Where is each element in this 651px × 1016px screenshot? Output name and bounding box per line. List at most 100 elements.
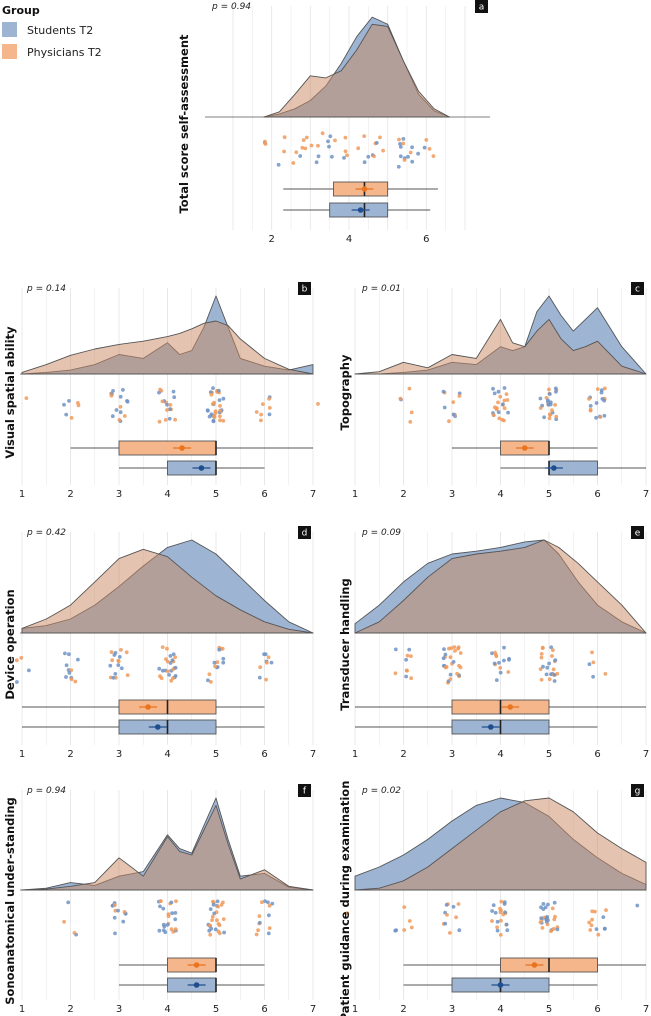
data-point-students	[221, 660, 226, 665]
data-point-physicians	[316, 402, 320, 406]
data-point-students	[507, 656, 511, 661]
data-point-physicians	[590, 650, 594, 655]
data-point-students	[113, 672, 118, 676]
data-point-physicians	[499, 918, 503, 923]
y-axis-label: Patient guidance during examination	[338, 781, 352, 1016]
mean-dot-students	[198, 465, 205, 471]
data-point-physicians	[424, 138, 429, 142]
data-point-physicians	[209, 680, 213, 684]
data-point-physicians	[498, 394, 503, 399]
x-tick-label: 7	[643, 749, 649, 760]
data-point-physicians	[552, 917, 557, 922]
data-point-physicians	[495, 925, 499, 930]
data-point-students	[269, 660, 274, 665]
data-point-students	[635, 903, 640, 908]
data-point-physicians	[303, 146, 308, 151]
data-point-students	[207, 928, 212, 933]
data-point-physicians	[397, 137, 401, 142]
data-point-physicians	[547, 387, 551, 392]
data-point-physicians	[540, 646, 545, 650]
mean-dot-physicians	[145, 704, 151, 710]
data-point-physicians	[458, 665, 463, 670]
data-point-students	[165, 402, 170, 407]
data-point-physicians	[452, 645, 457, 649]
data-point-students	[398, 154, 403, 159]
data-point-students	[539, 916, 544, 921]
data-point-physicians	[208, 923, 212, 928]
data-point-students	[505, 928, 510, 933]
data-point-physicians	[166, 912, 171, 917]
x-tick-label: 1	[19, 1004, 25, 1015]
data-point-physicians	[112, 903, 117, 908]
mean-dot-physicians	[361, 186, 368, 192]
data-point-physicians	[213, 664, 217, 669]
data-point-students	[160, 668, 165, 673]
data-point-students	[64, 412, 69, 417]
panel-b: 1 2 3 4 5 6 7 Visual spatial ability p = 0.14 b	[3, 282, 320, 500]
data-point-physicians	[320, 131, 325, 136]
x-tick-label: 3	[116, 749, 122, 760]
data-point-students	[116, 908, 120, 913]
data-point-physicians	[256, 928, 260, 933]
data-point-physicians	[409, 654, 413, 658]
data-point-students	[552, 900, 557, 905]
data-point-students	[492, 661, 497, 666]
data-point-students	[594, 927, 599, 931]
data-point-students	[451, 412, 456, 417]
data-point-physicians	[257, 914, 262, 918]
data-point-physicians	[458, 651, 463, 655]
data-point-physicians	[213, 411, 218, 416]
data-point-physicians	[309, 143, 314, 148]
data-point-students	[444, 903, 449, 907]
x-tick-label: 4	[497, 489, 503, 500]
data-point-students	[27, 668, 31, 673]
data-point-physicians	[160, 399, 165, 404]
x-tick-label: 7	[643, 1004, 649, 1015]
data-point-students	[441, 389, 446, 394]
data-point-physicians	[217, 931, 222, 936]
data-point-physicians	[122, 910, 127, 914]
x-tick-label: 3	[116, 489, 122, 500]
data-point-physicians	[345, 911, 349, 916]
x-tick-label: 3	[449, 489, 455, 500]
data-point-students	[168, 407, 172, 412]
data-point-students	[547, 392, 552, 396]
data-point-physicians	[456, 902, 461, 906]
data-point-students	[117, 655, 122, 659]
data-point-physicians	[69, 677, 74, 682]
p-value: p = 0.09	[361, 528, 401, 538]
data-point-physicians	[457, 394, 462, 398]
data-point-physicians	[291, 161, 296, 165]
data-point-physicians	[538, 920, 543, 925]
data-point-students	[67, 652, 71, 657]
data-point-physicians	[220, 646, 225, 651]
data-point-students	[67, 671, 72, 675]
data-point-students	[111, 675, 116, 680]
data-point-physicians	[158, 387, 163, 392]
data-point-students	[491, 903, 496, 908]
p-value: p = 0.94	[211, 2, 251, 12]
legend-swatch-physicians	[2, 44, 17, 59]
data-point-physicians	[216, 904, 220, 909]
data-point-students	[298, 154, 303, 158]
data-point-physicians	[62, 919, 66, 924]
x-tick-label: 7	[310, 749, 316, 760]
data-point-physicians	[550, 654, 554, 658]
data-point-physicians	[173, 655, 178, 660]
data-point-students	[394, 928, 399, 933]
data-point-physicians	[76, 403, 81, 408]
data-point-students	[112, 915, 117, 920]
data-point-physicians	[267, 396, 271, 401]
panel-letter-badge	[631, 282, 644, 295]
data-point-physicians	[504, 392, 509, 396]
panel-d: 1 2 3 4 5 6 7 Device operation p = 0.42 d	[3, 526, 316, 760]
data-point-students	[398, 142, 402, 146]
data-point-physicians	[550, 408, 554, 413]
data-point-students	[410, 159, 415, 164]
data-point-students	[497, 660, 501, 665]
data-point-physicians	[554, 414, 559, 419]
x-tick-label: 6	[594, 749, 600, 760]
data-point-physicians	[362, 134, 367, 139]
x-tick-label: 2	[400, 1004, 406, 1015]
data-point-physicians	[113, 908, 118, 913]
